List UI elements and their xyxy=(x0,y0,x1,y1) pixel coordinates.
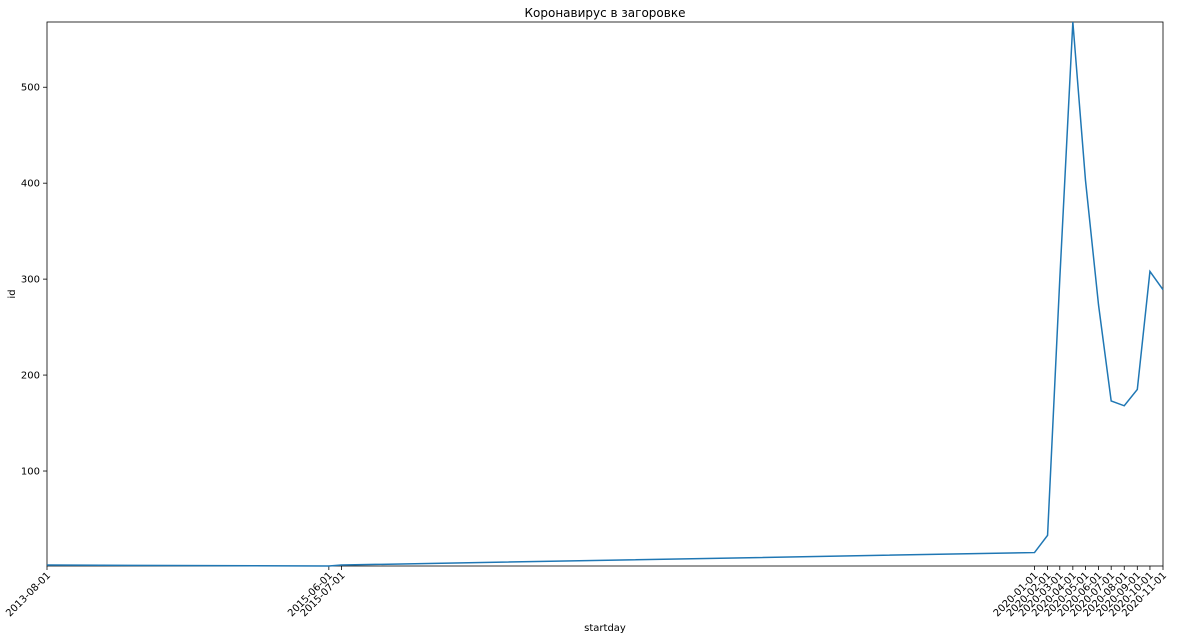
x-axis-label: startday xyxy=(584,623,626,634)
y-axis-label: id xyxy=(7,289,18,298)
x-tick-label: 2013-08-01 xyxy=(4,570,53,619)
y-tick-label: 100 xyxy=(21,467,40,478)
y-tick-label: 300 xyxy=(21,275,40,286)
y-tick-label: 200 xyxy=(21,371,40,382)
chart-title: Коронавирус в загоровке xyxy=(525,6,686,20)
plot-frame xyxy=(46,21,1164,567)
line-series xyxy=(46,21,1164,567)
y-tick-label: 500 xyxy=(21,83,40,94)
y-tick-label: 400 xyxy=(21,179,40,190)
